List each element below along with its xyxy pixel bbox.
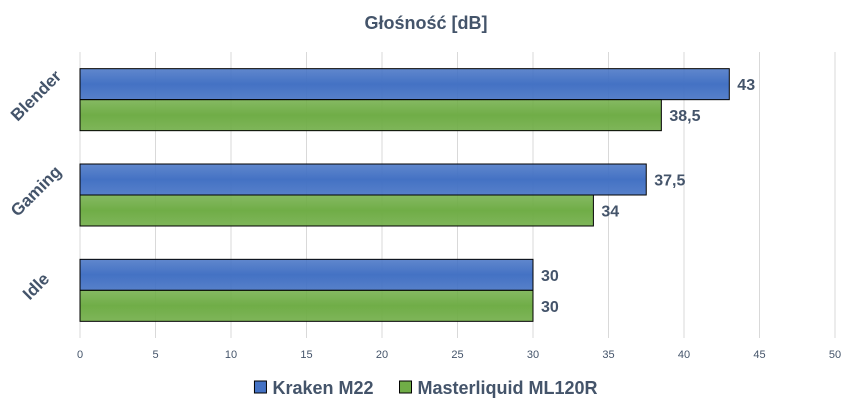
- chart-title: Głośność [dB]: [364, 13, 487, 33]
- bar-gaming-1: [79, 194, 594, 227]
- legend-swatch: [399, 380, 413, 394]
- x-tick-label: 15: [300, 349, 312, 361]
- x-tick-label: 10: [225, 349, 237, 361]
- legend-label: Kraken M22: [272, 378, 373, 398]
- x-tick-label: 50: [829, 349, 841, 361]
- bar-blender-1: [79, 99, 662, 132]
- legend: Kraken M22 Masterliquid ML120R: [253, 378, 598, 398]
- data-labels: 43 38,5 37,5 34 30 30: [541, 77, 755, 316]
- category-label-idle: Idle: [19, 269, 53, 303]
- category-label-blender: Blender: [7, 66, 65, 124]
- x-tick-label: 45: [753, 349, 765, 361]
- bars: [79, 68, 730, 322]
- data-label: 38,5: [669, 108, 700, 125]
- category-labels: Blender Gaming Idle: [7, 66, 65, 303]
- x-tick-label: 20: [376, 349, 388, 361]
- legend-swatch: [253, 380, 267, 394]
- x-tick-label: 5: [152, 349, 158, 361]
- data-label: 34: [601, 204, 619, 221]
- bar-idle-0: [79, 258, 534, 291]
- x-tick-label: 25: [451, 349, 463, 361]
- data-label: 30: [541, 299, 559, 316]
- legend-label: Masterliquid ML120R: [418, 378, 598, 398]
- bar-blender-0: [79, 68, 730, 101]
- x-axis-ticks: 0 5 10 15 20 25 30 35 40 45 50: [77, 349, 841, 361]
- data-label: 37,5: [654, 173, 685, 190]
- x-tick-label: 30: [527, 349, 539, 361]
- bar-gaming-0: [79, 163, 647, 196]
- data-label: 43: [737, 77, 755, 94]
- legend-item: Kraken M22: [253, 378, 374, 398]
- x-tick-label: 0: [77, 349, 83, 361]
- x-tick-label: 35: [602, 349, 614, 361]
- category-label-gaming: Gaming: [7, 162, 65, 220]
- legend-item: Masterliquid ML120R: [399, 378, 598, 398]
- x-tick-label: 40: [678, 349, 690, 361]
- bar-idle-1: [79, 289, 534, 322]
- data-label: 30: [541, 268, 559, 285]
